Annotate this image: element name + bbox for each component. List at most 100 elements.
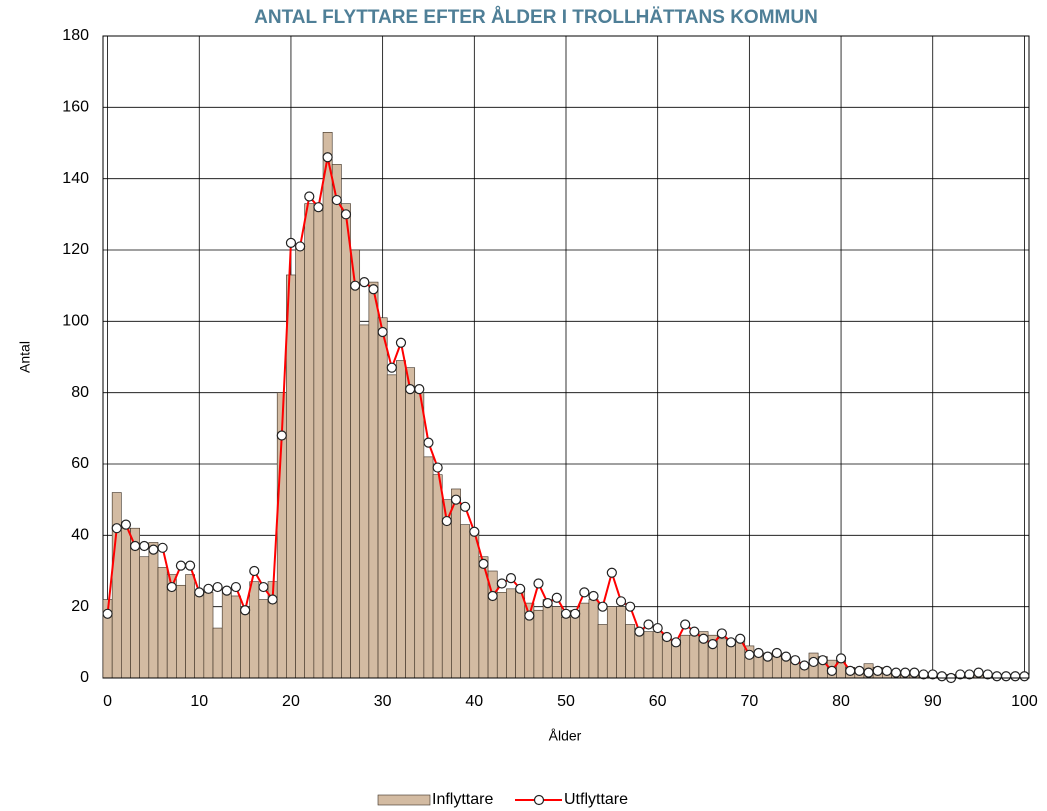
marker: [579, 587, 590, 598]
bar: [121, 527, 131, 679]
marker: [322, 152, 333, 163]
bar: [221, 592, 232, 679]
y-tick-label: 180: [62, 27, 89, 44]
marker: [698, 633, 709, 644]
bar: [588, 599, 599, 679]
marker: [817, 655, 828, 666]
bar: [469, 531, 480, 679]
marker: [414, 384, 425, 395]
legend-label: Inflyttare: [432, 791, 493, 808]
bar: [313, 210, 324, 679]
marker: [423, 437, 434, 448]
marker: [625, 601, 636, 612]
bar: [322, 132, 333, 679]
chart-title: ANTAL FLYTTARE EFTER ÅLDER I TROLLHÄTTAN…: [254, 7, 818, 28]
bar: [771, 656, 782, 679]
bar: [295, 246, 306, 679]
x-tick-label: 10: [190, 693, 208, 710]
bar: [726, 642, 736, 679]
x-tick-label: 70: [740, 693, 758, 710]
bar: [671, 642, 681, 679]
bar: [570, 609, 581, 679]
marker: [890, 667, 902, 678]
marker: [661, 631, 672, 643]
bar: [460, 524, 471, 679]
marker: [560, 608, 572, 619]
marker: [615, 596, 627, 607]
y-tick-label: 100: [62, 313, 89, 330]
marker: [634, 626, 645, 637]
x-tick-label: 100: [1011, 693, 1038, 710]
marker: [212, 581, 223, 593]
marker: [872, 665, 883, 676]
bar: [405, 367, 416, 679]
bar: [194, 592, 205, 679]
marker: [194, 587, 205, 598]
bar: [331, 164, 342, 679]
marker: [478, 558, 489, 569]
bar: [359, 324, 370, 679]
x-tick-label: 60: [649, 693, 667, 710]
bar: [212, 627, 223, 679]
marker: [716, 628, 727, 639]
legend-marker: [533, 794, 545, 806]
bar: [414, 392, 425, 679]
marker: [350, 280, 361, 291]
marker: [139, 540, 150, 552]
marker: [542, 597, 553, 609]
bar: [689, 634, 700, 679]
y-tick-label: 140: [62, 170, 89, 187]
y-tick-label: 0: [80, 669, 89, 686]
bar: [240, 609, 250, 679]
y-tick-label: 80: [71, 384, 89, 401]
marker: [221, 585, 232, 596]
bar: [542, 599, 553, 679]
bar: [652, 631, 663, 679]
marker: [790, 655, 801, 666]
marker: [102, 608, 113, 619]
marker: [377, 326, 388, 338]
marker: [148, 544, 159, 555]
bar: [350, 249, 361, 679]
marker: [230, 581, 242, 593]
marker: [386, 362, 397, 373]
marker: [725, 637, 737, 648]
marker: [441, 515, 452, 527]
bar: [286, 274, 296, 679]
bar: [606, 606, 617, 679]
marker: [166, 581, 177, 593]
marker: [652, 622, 663, 634]
legend-label: Utflyttare: [564, 791, 628, 808]
y-tick-label: 60: [71, 455, 89, 472]
marker: [973, 667, 984, 678]
marker: [936, 671, 948, 682]
marker: [175, 560, 187, 571]
marker: [991, 671, 1003, 682]
bar: [496, 592, 507, 679]
bar: [551, 606, 562, 679]
marker: [276, 430, 287, 441]
marker: [533, 578, 544, 589]
marker: [359, 277, 370, 288]
marker: [249, 565, 260, 577]
marker: [1019, 671, 1030, 682]
marker: [450, 494, 462, 505]
bar: [616, 606, 626, 679]
x-axis-label: Ålder: [549, 728, 582, 744]
bar: [625, 624, 636, 679]
marker: [184, 560, 196, 571]
marker: [405, 384, 416, 395]
marker: [780, 651, 792, 662]
marker: [881, 665, 892, 676]
bar: [386, 374, 397, 679]
marker: [395, 337, 407, 348]
bar: [148, 542, 159, 679]
marker: [735, 633, 746, 644]
marker: [515, 583, 526, 594]
bar: [258, 599, 269, 679]
bar: [203, 592, 214, 679]
bar: [661, 638, 672, 679]
x-tick-label: 0: [103, 693, 112, 710]
marker: [826, 665, 837, 676]
